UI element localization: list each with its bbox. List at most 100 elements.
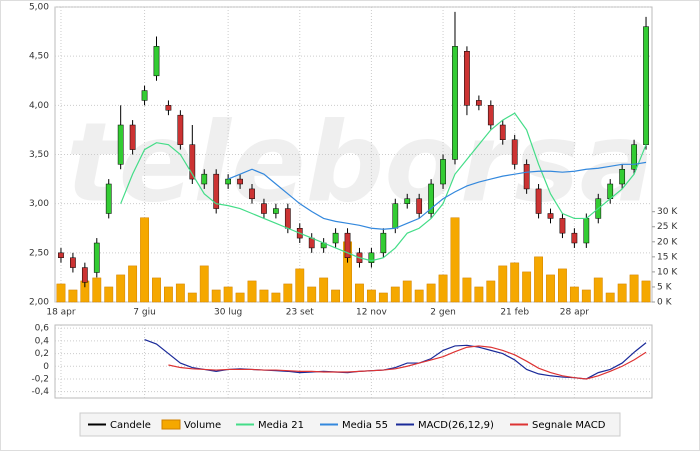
candle-body bbox=[129, 124, 136, 150]
y-tick-label: -0,2 bbox=[31, 374, 49, 384]
volume-bar bbox=[211, 289, 221, 303]
volume-bar bbox=[486, 280, 496, 303]
volume-bar bbox=[199, 265, 209, 303]
x-tick-label: 28 apr bbox=[560, 308, 590, 318]
y-tick-label: 0,4 bbox=[35, 336, 50, 346]
volume-bar bbox=[140, 217, 149, 303]
volume-bar bbox=[474, 286, 484, 303]
y2-tick-label: 20 K bbox=[657, 237, 678, 247]
volume-bar bbox=[581, 289, 591, 303]
volume-bar bbox=[366, 289, 376, 303]
y2-tick-label: 0 K bbox=[657, 298, 673, 308]
legend bbox=[79, 412, 621, 437]
candle-body bbox=[631, 144, 637, 170]
volume-bar bbox=[283, 283, 293, 303]
candle-body bbox=[392, 203, 399, 229]
volume-bar bbox=[164, 286, 173, 303]
y-tick-label: 0,2 bbox=[35, 349, 49, 359]
candle-body bbox=[273, 208, 279, 214]
candle-body bbox=[535, 188, 542, 214]
volume-bar bbox=[56, 283, 66, 303]
candle-body bbox=[559, 218, 566, 234]
candle-body bbox=[499, 124, 506, 140]
volume-bar bbox=[187, 292, 197, 303]
volume-bar bbox=[426, 283, 436, 303]
line bbox=[168, 345, 647, 380]
x-tick-label: 2 gen bbox=[430, 308, 456, 318]
candle-body bbox=[165, 105, 172, 111]
volume-bar bbox=[116, 274, 126, 303]
candle-body bbox=[117, 124, 124, 165]
y-tick-label: 4,50 bbox=[29, 52, 49, 62]
volume-bar bbox=[605, 292, 615, 303]
y2-tick-label: 30 K bbox=[657, 207, 678, 217]
x-tick-label: 7 giu bbox=[133, 308, 156, 318]
y2-tick-label: 25 K bbox=[657, 222, 678, 232]
y-tick-label: 2,50 bbox=[29, 248, 49, 258]
candle-body bbox=[523, 164, 530, 190]
candle-body bbox=[58, 252, 64, 258]
candle-body bbox=[213, 173, 220, 209]
legend-label: Media 21 bbox=[258, 420, 304, 431]
candle-body bbox=[344, 232, 351, 259]
volume-bar bbox=[390, 286, 400, 303]
volume-bar bbox=[307, 286, 317, 303]
candle-body bbox=[153, 46, 160, 77]
candle-body bbox=[70, 257, 76, 268]
candle-body bbox=[464, 51, 470, 106]
legend-label: Media 55 bbox=[342, 420, 388, 431]
candle-body bbox=[225, 178, 232, 185]
volume-bar bbox=[629, 274, 639, 303]
volume-bar bbox=[295, 268, 305, 303]
y2-tick-label: 10 K bbox=[657, 267, 678, 277]
x-tick-label: 18 apr bbox=[46, 308, 76, 318]
y-tick-label: 0 bbox=[43, 362, 49, 372]
volume-bar bbox=[558, 268, 567, 303]
candle-body bbox=[583, 218, 590, 244]
candle-body bbox=[308, 237, 315, 249]
volume-bar bbox=[510, 262, 520, 303]
volume-bar bbox=[223, 286, 233, 303]
candle-body bbox=[428, 183, 434, 214]
volume-bar bbox=[247, 280, 257, 303]
y2-tick-label: 15 K bbox=[657, 252, 678, 262]
volume-bar bbox=[355, 283, 364, 303]
volume-bar bbox=[104, 286, 114, 303]
volume-bar bbox=[152, 277, 161, 303]
volume-bar bbox=[534, 256, 543, 303]
volume-bar bbox=[92, 277, 102, 303]
legend-label: MACD(26,12,9) bbox=[418, 420, 494, 431]
line bbox=[120, 112, 647, 262]
y-tick-label: -0,4 bbox=[31, 387, 49, 397]
candle-body bbox=[237, 178, 243, 185]
candle-body bbox=[141, 90, 148, 101]
candle-body bbox=[619, 169, 626, 185]
line bbox=[227, 161, 647, 230]
candle-body bbox=[475, 100, 482, 106]
candle-body bbox=[177, 114, 184, 145]
volume-bar bbox=[271, 292, 281, 303]
legend-label: Volume bbox=[184, 420, 221, 431]
y-tick-label: 4,00 bbox=[29, 101, 49, 111]
volume-bar bbox=[522, 271, 532, 303]
volume-bar bbox=[402, 280, 412, 303]
volume-bar bbox=[617, 283, 627, 303]
volume-bar bbox=[235, 292, 245, 303]
candle-body bbox=[571, 232, 578, 244]
candle-body bbox=[201, 173, 208, 185]
legend-swatch bbox=[161, 419, 181, 430]
x-tick-label: 21 feb bbox=[500, 308, 529, 318]
candle-body bbox=[440, 159, 446, 185]
y-tick-label: 0,6 bbox=[35, 324, 50, 334]
volume-bar bbox=[641, 280, 651, 303]
candle-body bbox=[81, 267, 88, 283]
candle-body bbox=[547, 213, 554, 219]
candle-body bbox=[284, 208, 291, 229]
x-tick-label: 12 nov bbox=[356, 308, 388, 318]
volume-bar bbox=[259, 289, 269, 303]
watermark: teleborsa bbox=[66, 98, 654, 226]
candle-body bbox=[487, 105, 494, 126]
y-tick-label: 2,00 bbox=[29, 298, 49, 308]
candle-body bbox=[261, 203, 267, 214]
